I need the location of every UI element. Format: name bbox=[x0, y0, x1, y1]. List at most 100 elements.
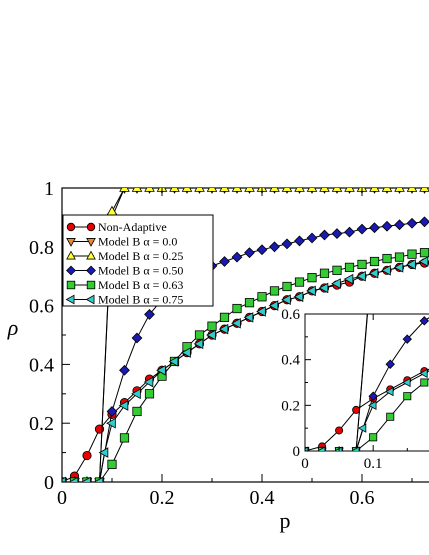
main-data-point bbox=[219, 188, 230, 192]
main-data-point bbox=[156, 364, 166, 376]
main-data-point bbox=[281, 188, 293, 192]
legend-label: Model B α = 0.50 bbox=[98, 264, 183, 278]
inset-data-point bbox=[357, 423, 367, 433]
inset-x-tick-label: 0 bbox=[301, 456, 309, 472]
inset-y-tick-label: 0.6 bbox=[281, 307, 300, 323]
inset-data-point bbox=[368, 391, 378, 401]
main-data-point bbox=[107, 459, 117, 469]
main-data-point bbox=[118, 400, 129, 411]
main-data-point bbox=[306, 188, 318, 192]
main-data-point bbox=[132, 406, 142, 417]
main-data-point bbox=[369, 222, 380, 234]
inset-axes: 0 0.1 0 0.2 0.4 0.6 bbox=[281, 307, 408, 472]
main-data-point bbox=[381, 265, 391, 276]
main-x-tick-label: 0 bbox=[57, 487, 67, 509]
legend-marker bbox=[85, 294, 95, 305]
main-data-point bbox=[144, 309, 155, 320]
inset-data-point bbox=[386, 412, 395, 421]
inset-data-point bbox=[368, 400, 377, 410]
main-data-point bbox=[119, 188, 130, 192]
inset-chart: 0 0.1 0 0.2 0.4 0.6 bbox=[281, 307, 429, 472]
main-y-tick-label: 1 bbox=[44, 178, 54, 200]
inset-series-line bbox=[305, 378, 429, 451]
main-data-point bbox=[169, 188, 180, 192]
main-data-point bbox=[369, 188, 380, 192]
legend-label: Model B α = 0.75 bbox=[98, 293, 183, 307]
main-data-point bbox=[344, 262, 355, 272]
main-data-point bbox=[419, 188, 429, 192]
main-data-point bbox=[381, 220, 393, 232]
main-data-point bbox=[356, 223, 368, 235]
legend-item-model-b-0-50: Model B α = 0.50 bbox=[66, 264, 183, 278]
main-data-point bbox=[382, 253, 392, 264]
main-data-point bbox=[219, 256, 230, 267]
main-y-tick-label: 0 bbox=[44, 472, 54, 494]
main-data-point bbox=[68, 476, 79, 482]
main-data-point bbox=[419, 216, 429, 228]
main-data-point bbox=[306, 285, 316, 297]
x-axis-title: p bbox=[280, 508, 291, 533]
main-data-point bbox=[232, 303, 242, 314]
main-data-point bbox=[319, 229, 330, 241]
legend-marker bbox=[66, 280, 76, 290]
main-data-point bbox=[244, 298, 255, 308]
main-data-point bbox=[281, 238, 293, 250]
legend-item-model-b-0-63: Model B α = 0.63 bbox=[66, 278, 183, 292]
legend-item-model-b-0-0: Model B α = 0.0 bbox=[66, 235, 177, 249]
main-data-point bbox=[282, 281, 292, 292]
main-data-point bbox=[344, 226, 355, 238]
main-data-point bbox=[256, 306, 266, 317]
legend-label: Non-Adaptive bbox=[98, 220, 167, 234]
legend-item-model-b-0-75: Model B α = 0.75 bbox=[65, 293, 183, 307]
main-data-point bbox=[81, 476, 91, 482]
main-data-point bbox=[106, 417, 116, 429]
main-data-point bbox=[394, 219, 405, 231]
inset-y-tick-label: 0 bbox=[293, 444, 301, 460]
legend-marker bbox=[86, 238, 96, 247]
main-data-point bbox=[306, 232, 318, 244]
main-data-point bbox=[407, 249, 417, 259]
main-data-point bbox=[231, 251, 243, 263]
legend-marker bbox=[66, 265, 76, 276]
main-data-point bbox=[319, 188, 330, 192]
legend-marker bbox=[86, 222, 96, 232]
main-data-point bbox=[269, 188, 280, 192]
main-data-point bbox=[269, 286, 280, 296]
main-x-tick-label: 0.6 bbox=[350, 487, 375, 509]
inset-series-line bbox=[305, 314, 368, 451]
main-data-point bbox=[418, 256, 429, 267]
inset-data-point bbox=[333, 446, 343, 451]
main-data-point bbox=[393, 262, 404, 273]
main-data-point bbox=[381, 188, 393, 192]
main-data-point bbox=[419, 248, 429, 258]
main-data-point bbox=[332, 265, 342, 275]
main-data-point bbox=[406, 188, 418, 192]
main-data-point bbox=[243, 312, 254, 323]
main-data-point bbox=[119, 364, 130, 376]
main-y-tick-label: 0.6 bbox=[29, 296, 54, 318]
main-data-point bbox=[256, 244, 268, 256]
main-axes: 0 0.2 0.4 0.6 0 0.2 0.4 0.6 0.8 1 bbox=[29, 178, 413, 509]
inset-data-point bbox=[369, 433, 378, 442]
main-y-tick-label: 0.4 bbox=[29, 354, 54, 376]
main-x-tick-label: 0.2 bbox=[150, 487, 175, 509]
main-data-point bbox=[106, 406, 118, 417]
inset-data-point bbox=[402, 377, 411, 388]
main-data-point bbox=[206, 188, 218, 192]
main-data-point bbox=[331, 278, 341, 289]
main-data-point bbox=[82, 450, 92, 461]
main-x-tick-label: 0.4 bbox=[250, 487, 275, 509]
inset-y-tick-label: 0.2 bbox=[281, 398, 300, 414]
main-data-point bbox=[207, 321, 217, 331]
inset-data-point bbox=[419, 316, 429, 326]
inset-series-line bbox=[305, 368, 429, 451]
legend-marker bbox=[66, 238, 76, 247]
main-data-point bbox=[194, 330, 205, 340]
main-data-point bbox=[319, 268, 330, 278]
main-data-point bbox=[131, 332, 143, 344]
inset-data-point bbox=[420, 378, 429, 387]
inset-data-point bbox=[305, 446, 309, 451]
y-axis-title: ρ bbox=[7, 315, 19, 340]
inset-y-tick-label: 0.4 bbox=[281, 353, 300, 369]
